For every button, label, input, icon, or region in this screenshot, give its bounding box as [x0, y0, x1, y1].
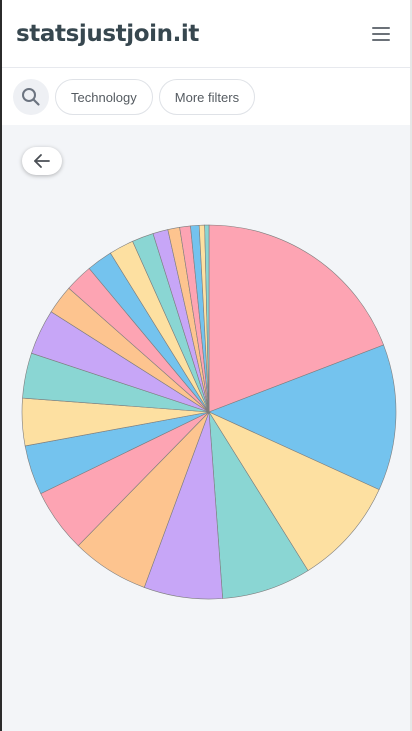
site-logo-title[interactable]: statsjustjoin.it — [16, 20, 199, 47]
more-filters-chip[interactable]: More filters — [158, 79, 256, 115]
pie-slice-22[interactable] — [204, 224, 210, 413]
technology-filter-chip[interactable]: Technology — [55, 79, 153, 115]
back-button[interactable] — [22, 147, 62, 175]
filter-bar: Technology More filters — [2, 69, 410, 125]
arrow-left-icon — [34, 154, 50, 168]
pie-slice-1[interactable] — [208, 224, 384, 413]
top-bar: statsjustjoin.it — [2, 0, 410, 68]
window-frame-left — [0, 0, 2, 731]
hamburger-menu-icon[interactable] — [372, 22, 396, 46]
search-icon — [22, 88, 40, 106]
window-frame-right — [410, 0, 412, 731]
search-button[interactable] — [13, 79, 49, 115]
pie-slice-2[interactable] — [208, 344, 397, 491]
pie-slice-3[interactable] — [208, 411, 380, 572]
